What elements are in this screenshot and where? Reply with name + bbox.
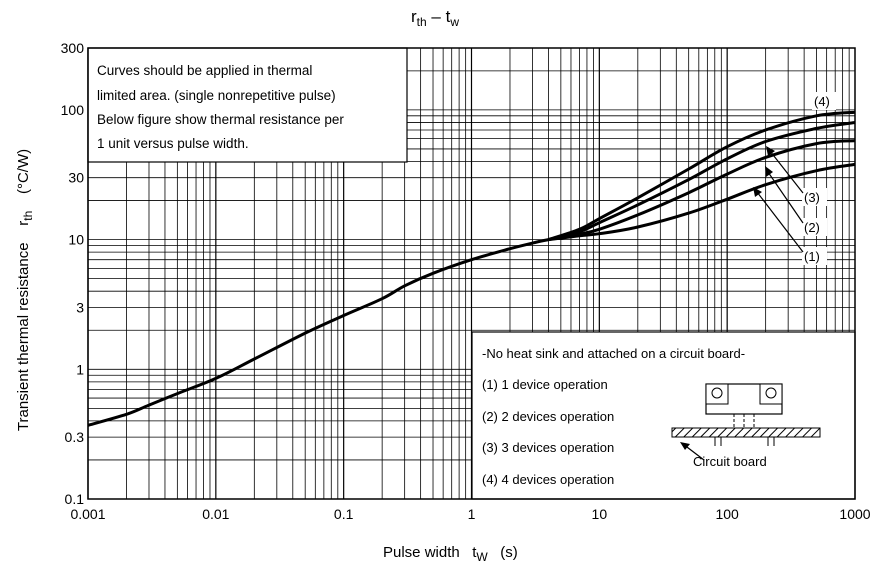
curve-series-1 — [548, 162, 856, 242]
tick-labels: 0.001 0.01 0.1 1 10 100 1000 0.1 0.3 1 3 10 30 100 300 — [61, 40, 871, 522]
circuit-board — [671, 427, 821, 438]
title-second: t — [445, 7, 451, 26]
curve-label-1: (1) — [804, 249, 820, 264]
curve-label-3: (3) — [804, 190, 820, 205]
mount-hole-right — [765, 387, 777, 399]
x-axis-symbol: t — [472, 544, 477, 561]
top-note-line: Below figure show thermal resistance per — [97, 112, 344, 127]
x-tick-label: 10 — [592, 506, 608, 522]
curve-series-2 — [548, 139, 856, 242]
curve-label-bg — [802, 188, 827, 206]
y-tick-label: 3 — [76, 299, 84, 315]
curve-series-3 — [548, 121, 856, 242]
top-note-line: limited area. (single nonrepetitive puls… — [97, 88, 336, 103]
plot-frame — [87, 47, 856, 500]
x-axis-unit: (s) — [500, 544, 518, 561]
x-tick-label: 1000 — [839, 506, 870, 522]
curves — [87, 110, 856, 427]
bottom-note: -No heat sink and attached on a circuit … — [471, 331, 856, 500]
y-tick-label: 300 — [61, 40, 85, 56]
title-sep: – — [426, 7, 446, 26]
y-tick-label: 100 — [61, 102, 85, 118]
title-symbol-sub: th — [416, 15, 427, 29]
x-tick-label: 0.001 — [70, 506, 105, 522]
curve-label-bg — [812, 92, 836, 110]
bottom-note-box — [471, 331, 856, 500]
curve-labels: (4) (3) (2) (1) — [753, 92, 836, 265]
curve-series-4 — [548, 110, 856, 242]
y-tick-label: 10 — [68, 232, 84, 248]
bottom-note-item: (1) 1 device operation — [482, 377, 608, 392]
bottom-note-item: (2) 2 devices operation — [482, 409, 614, 424]
curve-leader-1 — [756, 191, 804, 253]
curve-leader-2 — [767, 171, 804, 224]
y-tick-label: 30 — [68, 170, 84, 186]
device-on-board-illustration: Circuit board — [671, 383, 821, 469]
top-note-line: Curves should be applied in thermal — [97, 63, 312, 78]
title-symbol: r — [411, 7, 417, 26]
y-tick-label: 0.1 — [65, 491, 85, 507]
x-axis-label-text: Pulse width — [383, 544, 460, 561]
x-tick-label: 0.01 — [202, 506, 229, 522]
board-arrow-head — [680, 442, 690, 450]
curve-label-bg — [802, 247, 827, 265]
top-note: Curves should be applied in thermal limi… — [87, 47, 408, 163]
top-note-line: 1 unit versus pulse width. — [97, 136, 249, 151]
mount-hole-left — [711, 387, 723, 399]
curve-leader-3 — [769, 150, 804, 194]
chart-title: rth – tw — [411, 7, 459, 29]
curve-arrow-3 — [766, 146, 775, 156]
curve-label-bg — [802, 218, 827, 236]
curve-arrow-1 — [753, 187, 762, 197]
title-second-sub: w — [450, 15, 459, 29]
curve-label-4: (4) — [814, 94, 830, 109]
bottom-note-item: (4) 4 devices operation — [482, 472, 614, 487]
x-axis-label: Pulse width tW (s) — [383, 544, 518, 564]
x-tick-label: 100 — [715, 506, 739, 522]
x-tick-label: 1 — [468, 506, 476, 522]
y-tick-label: 1 — [76, 361, 84, 377]
y-tick-label: 0.3 — [65, 429, 85, 445]
bottom-note-item: (3) 3 devices operation — [482, 440, 614, 455]
x-axis-symbol-sub: W — [476, 550, 488, 564]
x-tick-label: 0.1 — [334, 506, 354, 522]
curve-common — [87, 238, 549, 427]
bottom-note-heading: -No heat sink and attached on a circuit … — [482, 346, 745, 361]
curve-label-2: (2) — [804, 220, 820, 235]
curve-arrow-2 — [765, 166, 773, 177]
circuit-board-label: Circuit board — [693, 454, 767, 469]
